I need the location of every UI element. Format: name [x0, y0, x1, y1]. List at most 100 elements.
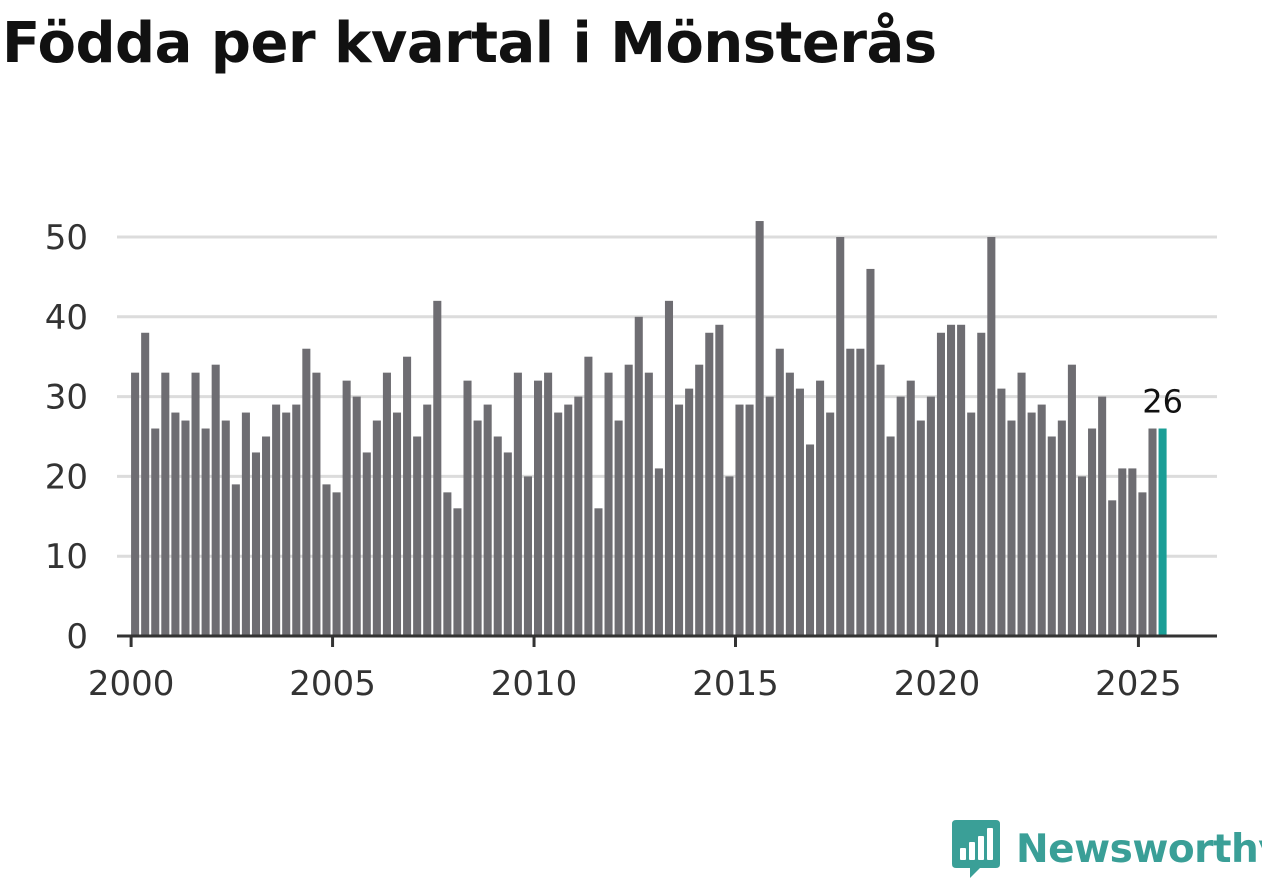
chart-title: Födda per kvartal i Mönsterås: [2, 11, 937, 76]
x-tick-label-2015: 2015: [692, 664, 779, 704]
bar: [523, 476, 532, 636]
bar: [534, 380, 543, 636]
bar: [382, 372, 391, 636]
axes: [117, 634, 1217, 647]
bar: [695, 364, 704, 636]
bar: [141, 332, 150, 636]
bar: [453, 508, 462, 636]
bar: [1027, 412, 1036, 636]
bar: [846, 348, 855, 636]
bar: [765, 396, 774, 636]
bar: [362, 452, 371, 636]
bar: [906, 380, 915, 636]
bar: [1037, 404, 1046, 636]
newsworthy-logo-icon: [952, 820, 1000, 878]
bar: [735, 404, 744, 636]
bar: [936, 332, 945, 636]
bar: [131, 372, 140, 636]
bar: [644, 372, 653, 636]
bar: [292, 404, 301, 636]
bar: [967, 412, 976, 636]
bar: [957, 324, 966, 636]
y-tick-label-0: 0: [66, 617, 88, 657]
y-tick-label-30: 30: [45, 378, 88, 418]
bar: [544, 372, 553, 636]
bar: [473, 420, 482, 636]
x-tick-label-2020: 2020: [894, 664, 981, 704]
bar: [483, 404, 492, 636]
bar: [332, 492, 341, 636]
bar: [866, 268, 875, 636]
bar: [775, 348, 784, 636]
bar: [876, 364, 885, 636]
bar: [584, 356, 593, 636]
bar: [1057, 420, 1066, 636]
bar: [947, 324, 956, 636]
y-tick-label-10: 10: [45, 537, 88, 577]
bar: [513, 372, 522, 636]
bar: [201, 428, 210, 636]
bar: [372, 420, 381, 636]
bar: [161, 372, 170, 636]
bar: [1128, 468, 1137, 636]
bar: [725, 476, 734, 636]
bar: [302, 348, 311, 636]
bar: [926, 396, 935, 636]
bar: [1148, 428, 1157, 636]
bar-highlight: [1158, 428, 1167, 636]
bar: [614, 420, 623, 636]
bar: [423, 404, 432, 636]
x-tick-label-2005: 2005: [289, 664, 376, 704]
bar: [836, 237, 845, 636]
bar: [322, 484, 331, 636]
bar: [241, 412, 250, 636]
bar: [392, 412, 402, 636]
bar: [493, 436, 502, 636]
bar: [997, 388, 1006, 636]
x-tick-label-2025: 2025: [1095, 664, 1182, 704]
bar: [151, 428, 160, 636]
y-tick-label-20: 20: [45, 457, 88, 497]
bar: [503, 452, 512, 636]
bar: [221, 420, 230, 636]
x-tick-label-2010: 2010: [491, 664, 578, 704]
last-value-label: 26: [1142, 383, 1183, 421]
bar: [715, 324, 724, 636]
bar: [1108, 500, 1117, 636]
bar: [795, 388, 804, 636]
bar: [987, 237, 996, 636]
bar: [443, 492, 452, 636]
bar: [211, 364, 220, 636]
bar: [594, 508, 603, 636]
bar: [1017, 372, 1026, 636]
bar: [574, 396, 583, 636]
bar: [1047, 436, 1056, 636]
labels: 0 10 20 30 40 50 26 2000 2005 2010 2015 2020 2025: [45, 218, 1183, 704]
bar: [282, 412, 291, 636]
y-tick-label-40: 40: [45, 298, 88, 338]
bar: [685, 388, 694, 636]
bars: [131, 221, 1167, 637]
bar: [916, 420, 925, 636]
bar: [755, 221, 764, 637]
bar: [1088, 428, 1097, 636]
bar: [805, 444, 815, 636]
bar: [352, 396, 361, 636]
bar: [604, 372, 613, 636]
bar: [1007, 420, 1016, 636]
bar: [403, 356, 412, 636]
bar: [272, 404, 281, 636]
bar: [1118, 468, 1127, 636]
x-tick-label-2000: 2000: [88, 664, 175, 704]
bar: [251, 452, 261, 636]
bar: [1077, 476, 1087, 636]
bar: [433, 300, 442, 636]
bar: [181, 420, 190, 636]
bar: [342, 380, 351, 636]
bar: [463, 380, 472, 636]
y-tick-label-50: 50: [45, 218, 88, 258]
bar: [1098, 396, 1107, 636]
bar: [564, 404, 573, 636]
bar: [1138, 492, 1147, 636]
